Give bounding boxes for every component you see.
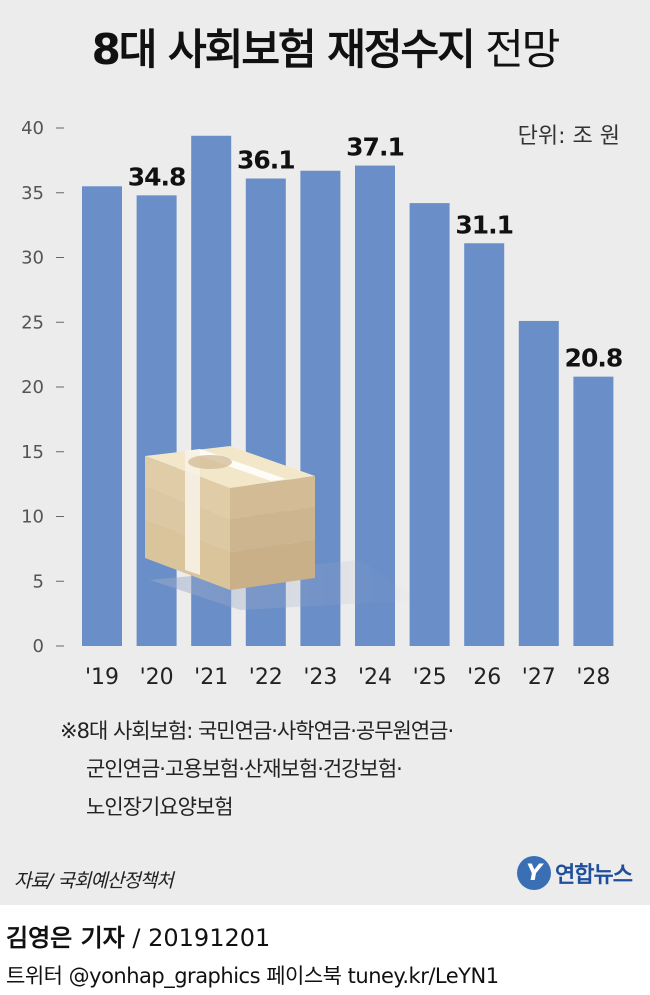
x-tick-label: '19 <box>85 665 119 690</box>
bar-chart: 0 5 10 15 20 25 30 35 40 '19 '20 34.8 '21 '22 36.1 '23… <box>21 118 623 690</box>
footnote-line-1: ※8대 사회보험: 국민연금·사학연금·공무원연금· <box>60 719 454 743</box>
labels: '19 '20 34.8 '21 '22 36.1 '23 '24 37.1 '25 '26 31.1… <box>85 133 623 690</box>
y-tick-label: 30 <box>21 248 44 269</box>
x-tick-label: '25 <box>413 665 447 690</box>
yonhap-logo-icon: Y <box>517 856 552 890</box>
y-tick-label: 20 <box>21 377 44 398</box>
data-label: 20.8 <box>565 344 623 373</box>
reporter-credit: 김영은 기자 / 20191201 <box>6 918 270 953</box>
y-tick-label: 5 <box>33 571 44 592</box>
bar <box>518 320 559 646</box>
data-label: 31.1 <box>455 210 513 239</box>
y-tick-label: 40 <box>21 118 44 139</box>
y-tick-label: 35 <box>21 183 44 204</box>
x-tick-label: '27 <box>522 665 556 690</box>
x-tick-label: '20 <box>140 665 174 690</box>
x-tick-label: '21 <box>194 665 228 690</box>
footnote: ※8대 사회보험: 국민연금·사학연금·공무원연금· 군인연금·고용보험·산재보… <box>60 712 454 826</box>
source-text: 자료/ 국회예산정책처 <box>14 870 174 892</box>
money-stack-illustration <box>145 446 420 610</box>
y-axis: 0 5 10 15 20 25 30 35 40 <box>21 118 64 657</box>
yonhap-logo: Y 연합뉴스 <box>517 856 633 890</box>
reporter-name: 김영은 기자 <box>6 924 125 952</box>
yonhap-logo-text: 연합뉴스 <box>555 863 633 888</box>
data-label: 36.1 <box>237 146 295 175</box>
data-label: 37.1 <box>346 133 404 162</box>
y-tick-label: 0 <box>33 636 44 657</box>
x-tick-label: '26 <box>467 665 501 690</box>
bar <box>573 376 614 646</box>
y-tick-label: 15 <box>21 442 44 463</box>
title-main: 8대 사회보험 재정수지 <box>91 25 476 74</box>
x-tick-label: '28 <box>576 665 610 690</box>
bar <box>136 195 177 646</box>
footnote-line-3: 노인장기요양보험 <box>86 795 234 819</box>
title-sub: 전망 <box>485 25 560 74</box>
social-links: 트위터 @yonhap_graphics 페이스북 tuney.kr/LeYN1 <box>6 964 499 988</box>
x-tick-label: '23 <box>303 665 337 690</box>
y-tick-label: 25 <box>21 312 44 333</box>
x-tick-label: '22 <box>249 665 283 690</box>
bar <box>464 243 505 646</box>
bar <box>409 203 450 647</box>
footnote-line-2: 군인연금·고용보험·산재보험·건강보험· <box>86 757 403 781</box>
x-tick-label: '24 <box>358 665 392 690</box>
unit-label: 단위: 조 원 <box>517 124 620 149</box>
chart-title: 8대 사회보험 재정수지 전망 <box>0 16 650 77</box>
bar <box>82 186 122 646</box>
publish-date: / 20191201 <box>124 924 271 952</box>
data-label: 34.8 <box>128 162 186 191</box>
y-tick-label: 10 <box>21 507 44 528</box>
